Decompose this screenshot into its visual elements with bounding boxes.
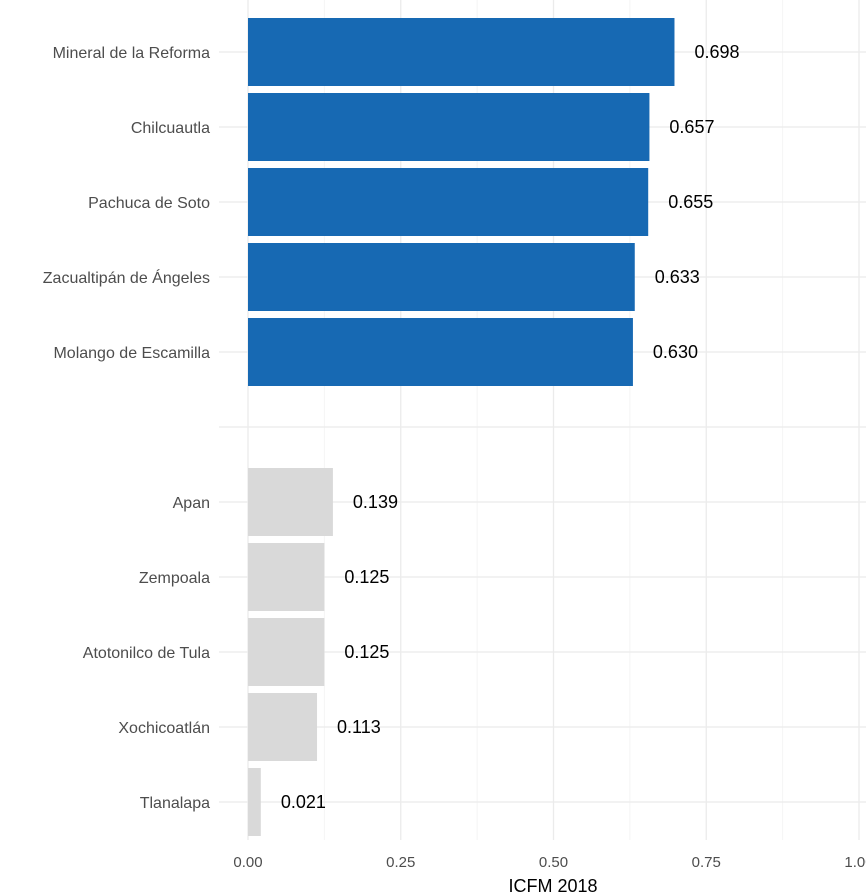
value-label: 0.698 (694, 42, 739, 62)
value-label: 0.125 (344, 642, 389, 662)
x-axis-title: ICFM 2018 (508, 876, 597, 896)
value-label: 0.657 (669, 117, 714, 137)
x-tick-label: 0.50 (539, 854, 568, 871)
bar (248, 93, 650, 161)
x-tick-label: 0.00 (233, 854, 262, 871)
bars (248, 18, 675, 836)
category-label: Zempoala (139, 570, 210, 587)
value-label: 0.125 (344, 567, 389, 587)
bar (248, 318, 633, 386)
value-label: 0.021 (281, 792, 326, 812)
category-label: Chilcuautla (131, 120, 210, 137)
category-label: Xochicoatlán (118, 720, 210, 737)
bar (248, 768, 261, 836)
value-label: 0.630 (653, 342, 698, 362)
bar (248, 18, 675, 86)
bar (248, 693, 318, 761)
category-label: Molango de Escamilla (53, 345, 210, 362)
bar (248, 468, 333, 536)
x-tick-labels: 0.00 0.25 0.50 0.75 1.00 (233, 854, 866, 871)
category-label: Tlanalapa (140, 795, 210, 812)
bar (248, 543, 325, 611)
category-label: Pachuca de Soto (88, 195, 210, 212)
x-tick-label: 1.00 (844, 854, 866, 871)
value-label: 0.655 (668, 192, 713, 212)
bar (248, 243, 635, 311)
bar (248, 168, 649, 236)
value-label: 0.633 (655, 267, 700, 287)
category-labels: Mineral de la Reforma Chilcuautla Pachuca … (43, 45, 210, 812)
value-label: 0.139 (353, 492, 398, 512)
category-label: Apan (173, 495, 210, 512)
category-label: Zacualtipán de Ángeles (43, 268, 210, 287)
value-labels: 0.698 0.657 0.655 0.633 0.630 0.139 0.125 0.125… (281, 42, 740, 812)
category-label: Mineral de la Reforma (53, 45, 211, 62)
category-label: Atotonilco de Tula (83, 645, 210, 662)
x-tick-label: 0.75 (692, 854, 721, 871)
value-label: 0.113 (337, 717, 381, 737)
bar (248, 618, 325, 686)
x-tick-label: 0.25 (386, 854, 415, 871)
